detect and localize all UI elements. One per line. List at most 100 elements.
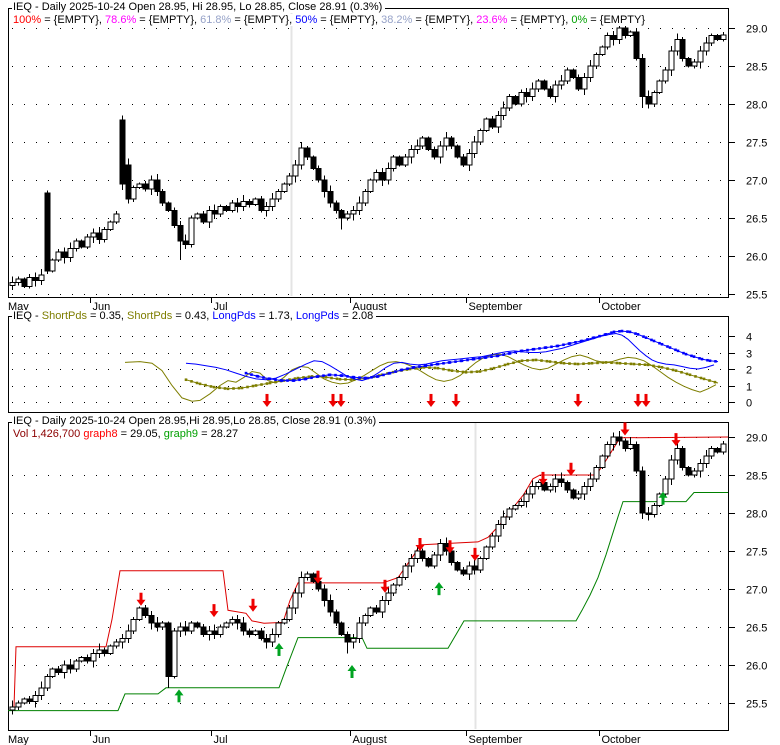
candle-up (414, 550, 421, 560)
ShortPds-smoothed-markers (554, 360, 557, 364)
ShortPds-smoothed-markers (226, 387, 230, 391)
candle-up (500, 516, 507, 525)
candle-up (495, 523, 502, 537)
candle-up (281, 183, 288, 192)
LongPds-smoothed-markers (538, 347, 541, 350)
x-axis-month-label: Jun (93, 734, 111, 745)
candle-up (373, 171, 380, 181)
candle-down (142, 183, 149, 190)
candle-down (26, 698, 33, 702)
LongPds-smoothed-markers (574, 340, 577, 344)
ShortPds-smoothed-markers (251, 384, 255, 388)
candle-down (460, 569, 467, 575)
candle-up (610, 436, 617, 446)
candle-up (703, 455, 710, 465)
sell-arrow-icon (641, 400, 651, 407)
indicator-label: LongPds (295, 310, 340, 322)
sell-arrow-icon (251, 598, 255, 607)
candle-down (460, 156, 467, 166)
candle-down (714, 35, 721, 40)
ShortPds-smoothed-markers (618, 361, 622, 365)
candle-down (425, 558, 432, 567)
candle-up (506, 95, 513, 109)
candle-down (101, 649, 108, 655)
ShortPds-smoothed-markers (489, 367, 493, 371)
candle-up (49, 259, 56, 272)
candle-down (165, 622, 172, 677)
candle-up (390, 156, 397, 170)
ShortPds-smoothed-markers (442, 367, 445, 371)
ShortPds-smoothed-markers (204, 383, 207, 387)
candle-up (171, 630, 178, 677)
sell-arrow-icon (623, 422, 627, 430)
LongPds-smoothed-markers (394, 370, 397, 373)
candle-up (500, 107, 507, 116)
candle-down (55, 668, 62, 674)
sell-arrow-icon (671, 440, 681, 447)
ShortPds-smoothed-markers (447, 368, 451, 372)
sell-arrow-icon (331, 393, 335, 402)
candle-up (495, 114, 502, 128)
candle-up (298, 147, 305, 166)
ShortPds-smoothed-markers (223, 387, 227, 390)
candle-down (431, 149, 438, 158)
candle-down (679, 447, 686, 468)
candle-up (9, 706, 16, 711)
candle-down (679, 38, 686, 59)
fib-level-value: = {EMPTY}, (317, 14, 382, 26)
candle-down (419, 550, 426, 560)
candle-down (558, 478, 565, 484)
candle-up (535, 482, 542, 487)
candle-down (321, 588, 328, 601)
ShortPds-smoothed-markers (470, 370, 473, 374)
ShortPds-smoothed-markers (545, 359, 549, 363)
sell-arrow-icon (415, 545, 425, 551)
candle-up (125, 630, 132, 639)
candle-up (90, 232, 97, 238)
candle-down (685, 466, 692, 476)
candle-down (333, 611, 340, 624)
sell-arrow-icon (674, 433, 678, 441)
candle-up (275, 190, 282, 200)
x-axis-month-label: October (602, 734, 641, 745)
fib-level-value: = {EMPTY}, (136, 14, 201, 26)
LongPds-fast-line (185, 332, 715, 382)
sell-arrow-icon (209, 611, 219, 618)
ShortPds-smoothed-markers (265, 382, 269, 385)
candle-up (599, 46, 606, 56)
sell-arrow-icon (470, 554, 480, 561)
LongPds-smoothed-markers (328, 373, 332, 377)
candle-up (385, 168, 392, 181)
ShortPds-smoothed-markers (601, 361, 605, 364)
candle-up (593, 54, 600, 67)
candle-up (575, 493, 582, 499)
candle-down (610, 35, 617, 40)
ShortPds-smoothed-markers (680, 370, 683, 374)
ShortPds-smoothed-markers (212, 385, 216, 389)
candle-up (362, 190, 369, 204)
LongPds-smoothed-markers (274, 378, 277, 381)
candle-up (489, 535, 496, 548)
candle-down (338, 209, 345, 219)
candle-up (67, 247, 74, 259)
ShortPds-smoothed-markers (708, 379, 711, 382)
LongPds-smoothed-markers (520, 349, 524, 353)
candle-up (587, 65, 594, 78)
candle-down (200, 213, 207, 223)
buy-arrow-icon (437, 587, 441, 596)
LongPds-smoothed-markers (532, 347, 536, 351)
LongPds-smoothed-markers (310, 376, 313, 380)
sell-arrow-icon (380, 586, 390, 593)
LongPds-smoothed-markers (514, 350, 517, 354)
candle-down (333, 202, 340, 211)
LongPds-smoothed-markers (454, 360, 457, 363)
candle-up (466, 565, 473, 575)
ShortPds-smoothed-markers (240, 386, 244, 390)
candle-up (252, 630, 259, 636)
ShortPds-smoothed-markers (492, 366, 496, 370)
y-axis-label: 28.0 (746, 509, 767, 521)
ShortPds-smoothed-markers (456, 369, 459, 373)
ShortPds-smoothed-markers (209, 385, 213, 388)
LongPds-smoothed-markers (448, 361, 452, 364)
